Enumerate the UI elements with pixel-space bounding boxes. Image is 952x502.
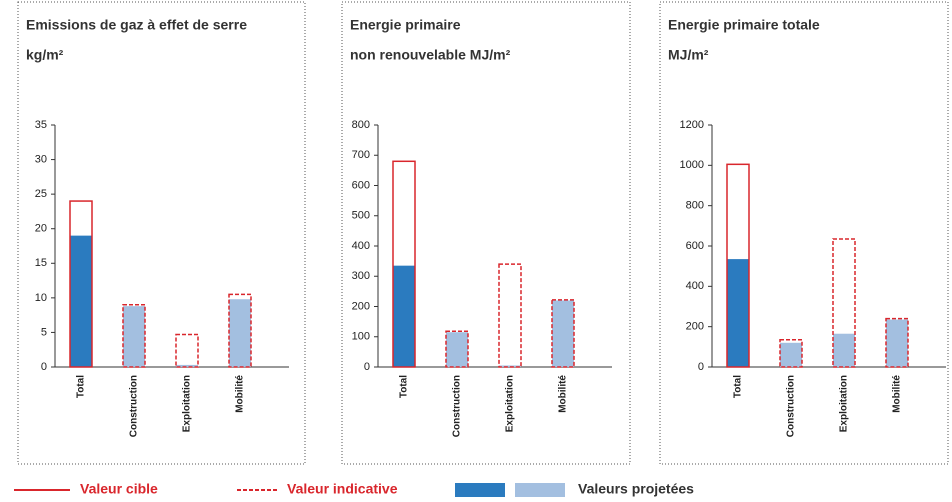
target-bar [832,238,856,368]
y-tick-label: 0 [698,361,704,373]
target-bar [551,299,575,368]
projected-bar [70,235,92,367]
y-tick-label: 400 [352,240,370,252]
legend-swatch [515,483,565,497]
y-tick-label: 200 [686,321,704,333]
projected-bar [393,265,415,367]
x-tick-label: Exploitation [182,375,193,432]
y-tick-label: 300 [352,270,370,282]
target-bar [175,333,199,368]
x-tick-label: Exploitation [839,375,850,432]
x-tick-label: Total [733,375,744,398]
y-tick-label: 0 [41,361,47,373]
projected-bar [499,365,521,367]
projected-bar [727,259,749,367]
legend-label: Valeurs projetées [578,481,694,497]
legend-label: Valeur cible [80,481,158,497]
y-tick-label: 700 [352,149,370,161]
x-tick-label: Mobilité [558,375,569,413]
target-bar [69,200,93,368]
x-tick-label: Mobilité [235,375,246,413]
y-tick-label: 200 [352,300,370,312]
projected-bar [886,319,908,367]
legend-label: Valeur indicative [287,481,398,497]
y-tick-label: 800 [352,119,370,131]
y-tick-label: 400 [686,280,704,292]
y-tick-label: 5 [41,326,47,338]
y-tick-label: 1000 [680,159,704,171]
x-tick-label: Construction [786,375,797,437]
x-tick-label: Mobilité [892,375,903,413]
y-tick-label: 1200 [680,119,704,131]
y-tick-label: 20 [35,223,47,235]
target-bar [885,317,909,368]
target-bar [726,163,750,368]
y-tick-label: 600 [352,179,370,191]
chart-subtitle: non renouvelable MJ/m² [350,47,511,63]
chart-subtitle: kg/m² [26,47,64,63]
x-tick-label: Construction [129,375,140,437]
target-bar [228,293,252,368]
x-tick-label: Exploitation [505,375,516,432]
y-tick-label: 600 [686,240,704,252]
y-tick-label: 800 [686,200,704,212]
y-tick-label: 30 [35,153,47,165]
x-tick-label: Total [76,375,87,398]
y-tick-label: 500 [352,210,370,222]
x-tick-label: Construction [452,375,463,437]
y-tick-label: 25 [35,188,47,200]
projected-bar [552,300,574,367]
legend-swatch [455,483,505,497]
y-tick-label: 0 [364,361,370,373]
chart-title: Energie primaire totale [668,17,820,33]
target-bar [392,160,416,368]
panel-border [341,1,631,465]
projected-bar [176,364,198,367]
target-bar [445,330,469,368]
y-tick-label: 15 [35,257,47,269]
panel-border [659,1,949,465]
projected-bar [123,306,145,367]
y-tick-label: 100 [352,331,370,343]
projected-bar [780,342,802,367]
target-bar [498,263,522,368]
panel-border [17,1,306,465]
projected-bar [446,332,468,367]
chart-subtitle: MJ/m² [668,47,709,63]
y-tick-label: 10 [35,292,47,304]
projected-bar [229,299,251,367]
projected-bar [833,333,855,367]
chart-title: Energie primaire [350,17,461,33]
x-tick-label: Total [399,375,410,398]
chart-title: Emissions de gaz à effet de serre [26,17,247,33]
y-tick-label: 35 [35,119,47,131]
target-bar [779,339,803,368]
